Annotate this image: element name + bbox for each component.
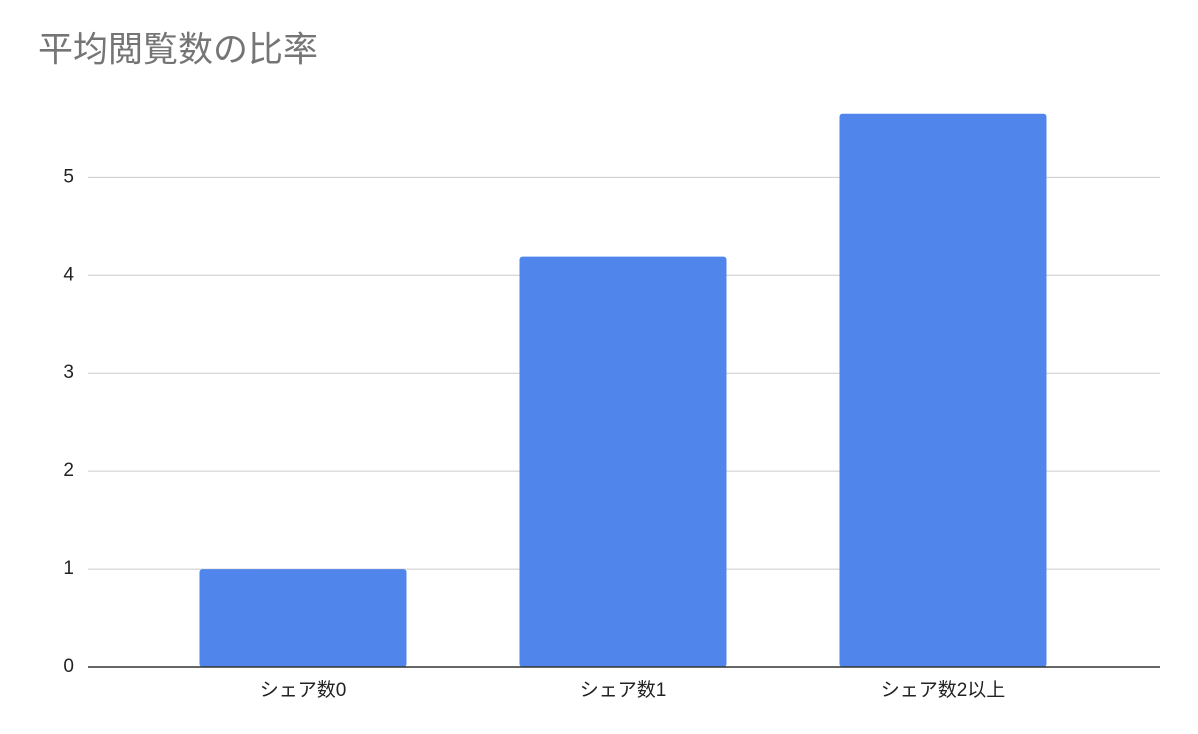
- bar: [199, 569, 407, 667]
- chart-title: 平均閲覧数の比率: [38, 30, 318, 69]
- bar: [519, 256, 727, 667]
- y-tick-label: 3: [63, 362, 74, 383]
- x-tick-label: シェア数2以上: [881, 679, 1006, 701]
- y-tick-label: 2: [63, 460, 74, 481]
- y-tick-label: 5: [63, 166, 74, 187]
- x-tick-label: シェア数1: [580, 679, 667, 701]
- x-tick-label: シェア数0: [260, 679, 347, 701]
- y-tick-label: 0: [63, 656, 74, 677]
- y-tick-label: 4: [63, 264, 74, 285]
- y-tick-label: 1: [63, 558, 74, 579]
- bar: [839, 113, 1047, 668]
